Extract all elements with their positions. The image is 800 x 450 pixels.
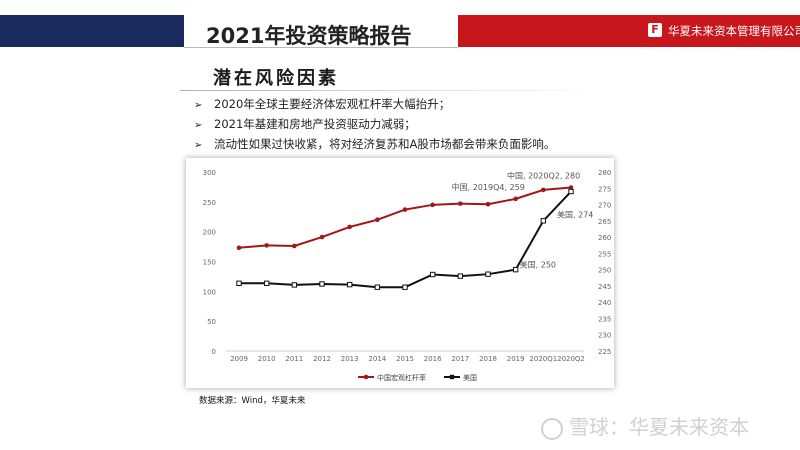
y-left-tick-label: 0 (212, 348, 216, 356)
x-tick-label: 2020Q2 (557, 355, 585, 363)
report-title: 2021年投资策略报告 (206, 24, 412, 48)
bullet-text: 2021年基建和房地产投资驱动力减弱； (214, 117, 416, 131)
y-right-tick-label: 280 (598, 169, 611, 177)
data-point-china (402, 207, 408, 212)
x-tick-label: 2011 (285, 355, 303, 363)
y-right-tick-label: 260 (598, 234, 611, 242)
leverage-line-chart: 0 50 100 150 200 250 300 225 230 235 240 245 250 255 2… (203, 169, 612, 382)
x-tick-label: 2017 (451, 355, 469, 363)
y-right-tick-label: 235 (598, 315, 611, 323)
arrow-bullet-icon: ➢ (194, 120, 203, 131)
legend-label: 美国 (463, 373, 477, 382)
bullet-item: ➢ 流动性如果过快收紧，将对经济复苏和A股市场都会带来负面影响。 (194, 135, 555, 155)
y-left-tick-label: 100 (203, 288, 216, 296)
x-tick-label: 2015 (396, 355, 414, 363)
data-point-us (374, 284, 381, 290)
y-right-tick-label: 245 (598, 283, 611, 291)
data-point-china (485, 201, 491, 207)
data-point-us (512, 266, 519, 273)
data-point-us (263, 280, 270, 287)
data-label: 美国, 250 (520, 260, 556, 270)
arrow-bullet-icon: ➢ (194, 100, 203, 111)
header-band-left (0, 15, 184, 47)
data-point-us (429, 271, 436, 278)
company-name: 华夏未来资本管理有限公司 (668, 24, 800, 38)
header-band-right (458, 15, 800, 47)
x-tick-label: 2020Q1 (529, 355, 557, 363)
series-line-1 (239, 190, 572, 289)
legend-marker-china (363, 374, 369, 380)
data-point-us (402, 284, 408, 290)
watermark: 雪球：华夏未来资本 (541, 411, 749, 440)
data-label: 美国, 274 (557, 210, 593, 220)
data-point-us (236, 280, 242, 287)
y-left-tick-label: 50 (207, 318, 216, 326)
header-divider (184, 47, 458, 48)
bullet-item: ➢ 2020年全球主要经济体宏观杠杆率大幅抬升； (194, 95, 555, 115)
y-right-tick-label: 250 (598, 267, 611, 275)
data-point-us (540, 218, 547, 224)
y-left-tick-label: 300 (203, 169, 216, 177)
data-point-us (291, 282, 298, 288)
bullet-list: ➢ 2020年全球主要经济体宏观杠杆率大幅抬升； ➢ 2021年基建和房地产投资驱动… (194, 95, 555, 155)
x-tick-label: 2018 (479, 355, 497, 363)
data-point-china (568, 185, 574, 190)
section-title: 潜在风险因素 (213, 68, 339, 89)
data-point-us (346, 281, 353, 288)
data-point-us (485, 271, 491, 277)
data-point-china (458, 201, 463, 206)
x-tick-label: 2014 (368, 355, 386, 363)
data-point-china (541, 187, 546, 193)
bullet-text: 流动性如果过快收紧，将对经济复苏和A股市场都会带来负面影响。 (214, 137, 556, 151)
legend-label: 中国宏观杠杆率 (377, 373, 426, 382)
y-right-tick-label: 240 (598, 299, 611, 307)
data-point-us (568, 188, 574, 195)
legend-marker-us (449, 374, 455, 380)
data-point-china (264, 243, 269, 248)
data-label: 中国, 2019Q4, 259 (452, 182, 525, 192)
x-tick-label: 2012 (313, 355, 331, 363)
arrow-bullet-icon: ➢ (194, 140, 203, 151)
data-point-china (375, 217, 380, 223)
data-label: 中国, 2020Q2, 280 (507, 171, 580, 181)
y-right-tick-label: 225 (598, 348, 611, 356)
data-point-china (513, 196, 518, 202)
chart-panel: 0 50 100 150 200 250 300 225 230 235 240 245 250 255 2… (186, 158, 614, 388)
data-point-china (236, 245, 242, 251)
data-point-china (319, 234, 325, 240)
x-tick-label: 2019 (507, 355, 525, 363)
y-right-tick-label: 255 (598, 250, 611, 258)
y-right-tick-label: 265 (598, 218, 611, 226)
y-right-tick-label: 270 (598, 202, 611, 210)
y-right-tick-label: 275 (598, 185, 611, 193)
data-point-us (319, 281, 325, 287)
y-left-tick-label: 250 (203, 199, 216, 207)
x-tick-label: 2009 (230, 355, 248, 363)
bullet-text: 2020年全球主要经济体宏观杠杆率大幅抬升； (214, 97, 451, 111)
y-left-tick-label: 150 (203, 259, 216, 267)
x-tick-label: 2016 (424, 355, 442, 363)
company-logo-icon: F (648, 23, 662, 37)
data-point-us (457, 273, 464, 279)
watermark-text: 雪球：华夏未来资本 (569, 415, 749, 439)
y-left-tick-label: 200 (203, 229, 216, 237)
series-line-0 (238, 186, 572, 249)
x-tick-label: 2013 (341, 355, 359, 363)
x-tick-label: 2010 (258, 355, 276, 363)
y-right-tick-label: 230 (598, 332, 611, 340)
data-point-china (292, 243, 297, 249)
data-source: 数据来源：Wind，华夏未来 (199, 396, 306, 406)
data-point-china (430, 202, 435, 208)
bullet-item: ➢ 2021年基建和房地产投资驱动力减弱； (194, 115, 555, 135)
section-divider (180, 90, 600, 91)
data-point-china (347, 224, 352, 230)
snowball-logo-icon (541, 417, 563, 440)
